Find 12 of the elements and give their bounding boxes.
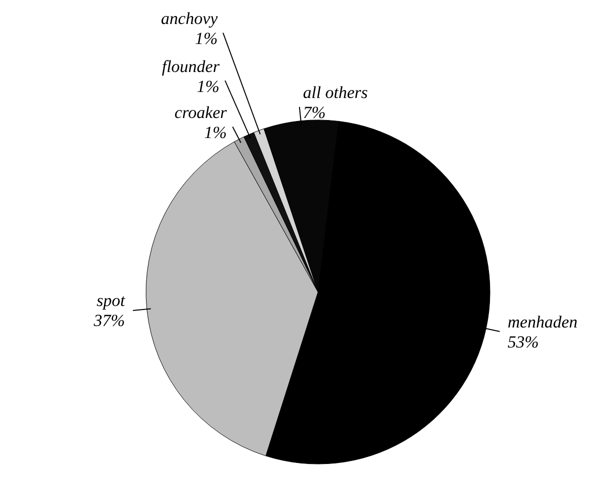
slice-label: anchovy [161, 9, 218, 28]
slice-label: all others [303, 82, 368, 102]
slice-label: flounder [162, 56, 220, 76]
slice-label: croaker [174, 103, 228, 122]
data-label: 1% [196, 76, 220, 96]
slice-label: spot [96, 290, 126, 310]
data-label: 1% [194, 29, 218, 48]
data-label: 1% [204, 123, 227, 142]
data-label: 7% [303, 102, 326, 122]
data-label: 53% [508, 332, 539, 352]
slice-label: menhaden [508, 312, 578, 332]
data-label: 37% [92, 310, 125, 330]
